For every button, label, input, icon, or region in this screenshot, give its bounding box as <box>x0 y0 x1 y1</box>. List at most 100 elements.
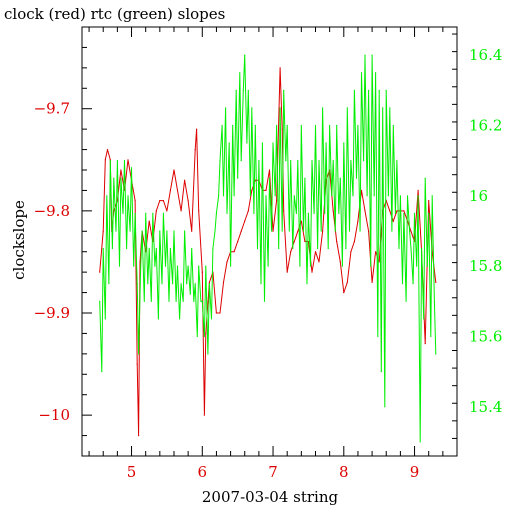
clock-point <box>247 210 249 212</box>
rtc-point <box>300 124 302 127</box>
rtc-point <box>161 283 163 285</box>
rtc-point <box>155 247 157 250</box>
x-tick-label: 7 <box>268 463 278 481</box>
rtc-point <box>196 335 198 337</box>
rtc-point <box>166 230 168 232</box>
rtc-point <box>389 107 391 109</box>
clock-point <box>276 200 278 202</box>
rtc-point <box>232 124 234 127</box>
rtc-point <box>159 230 161 232</box>
rtc-point <box>357 124 359 127</box>
clock-point <box>339 261 341 263</box>
rtc-point <box>200 300 202 302</box>
rtc-point <box>423 318 425 320</box>
rtc-point <box>313 212 315 214</box>
rtc-point <box>283 89 285 91</box>
y-right-tick-label: 15.6 <box>469 327 502 345</box>
clock-point <box>314 251 317 253</box>
rtc-point <box>324 212 326 214</box>
rtc-point <box>359 230 361 232</box>
y-left-axis: −9.7 −9.8 −9.9 −10 <box>34 26 92 457</box>
rtc-point <box>143 300 145 302</box>
rtc-point <box>293 195 295 197</box>
rtc-point <box>382 107 384 109</box>
clock-point <box>205 332 207 334</box>
rtc-point <box>99 300 101 302</box>
rtc-point <box>309 265 312 267</box>
rtc-point <box>130 167 133 169</box>
rtc-point <box>385 89 387 91</box>
rtc-point <box>256 247 259 250</box>
rtc-point <box>375 72 377 74</box>
y-left-tick-label: −9.9 <box>34 304 70 322</box>
rtc-point <box>198 265 200 267</box>
rtc-point <box>116 160 118 162</box>
rtc-point <box>403 212 405 214</box>
clock-point <box>371 281 373 283</box>
clock-point <box>176 189 179 191</box>
clock-point <box>251 189 253 191</box>
clock-point <box>99 271 101 273</box>
rtc-point <box>182 300 184 302</box>
clock-point <box>254 179 256 181</box>
clock-point <box>104 159 106 161</box>
y-left-tick-label: −9.7 <box>34 100 70 118</box>
clock-point <box>198 210 200 212</box>
rtc-point <box>398 247 400 250</box>
rtc-point <box>290 160 292 162</box>
clock-point <box>378 261 380 263</box>
rtc-point <box>260 283 262 285</box>
rtc-point <box>311 160 313 162</box>
x-axis: 5 6 7 8 9 <box>88 27 444 481</box>
rtc-point <box>258 160 260 162</box>
rtc-point <box>338 212 340 214</box>
rtc-point <box>129 230 131 232</box>
rtc-point <box>187 265 189 267</box>
rtc-point <box>189 293 191 295</box>
rtc-point <box>435 353 437 355</box>
clock-point <box>286 271 288 273</box>
rtc-point <box>325 142 327 144</box>
rtc-point <box>295 212 297 214</box>
clock-point <box>233 251 235 253</box>
rtc-point <box>345 247 347 250</box>
rtc-point <box>138 353 140 355</box>
rtc-point <box>314 124 317 127</box>
rtc-point <box>244 54 246 56</box>
rtc-point <box>272 142 274 144</box>
rtc-point <box>215 212 217 214</box>
rtc-point <box>336 124 338 127</box>
clock-point <box>304 240 306 243</box>
rtc-point <box>106 195 108 197</box>
rtc-point <box>246 142 248 144</box>
clock-point <box>424 343 426 345</box>
rtc-point <box>363 160 365 162</box>
rtc-point <box>368 89 370 91</box>
chart-title: clock (red) rtc (green) slopes <box>4 5 225 23</box>
clock-point <box>222 281 225 283</box>
rtc-point <box>157 318 159 320</box>
rtc-point <box>251 107 253 109</box>
rtc-point <box>332 160 334 162</box>
clock-point <box>353 240 355 243</box>
rtc-point <box>235 89 237 91</box>
clock-point <box>191 230 193 232</box>
rtc-point <box>430 335 432 337</box>
rtc-point <box>281 230 283 232</box>
clock-point <box>428 200 430 202</box>
clock-point <box>237 240 239 243</box>
rtc-point <box>201 300 203 302</box>
rtc-point <box>334 230 336 232</box>
clock-point <box>138 435 140 437</box>
clock-point <box>196 128 198 130</box>
rtc-point <box>268 177 271 179</box>
clock-point <box>134 200 136 202</box>
clock-point <box>417 189 419 191</box>
rtc-point <box>279 107 281 109</box>
rtc-point <box>205 265 207 267</box>
clock-point <box>389 210 391 212</box>
clock-point <box>106 149 109 151</box>
clock-point <box>322 230 324 232</box>
rtc-point <box>297 160 299 162</box>
